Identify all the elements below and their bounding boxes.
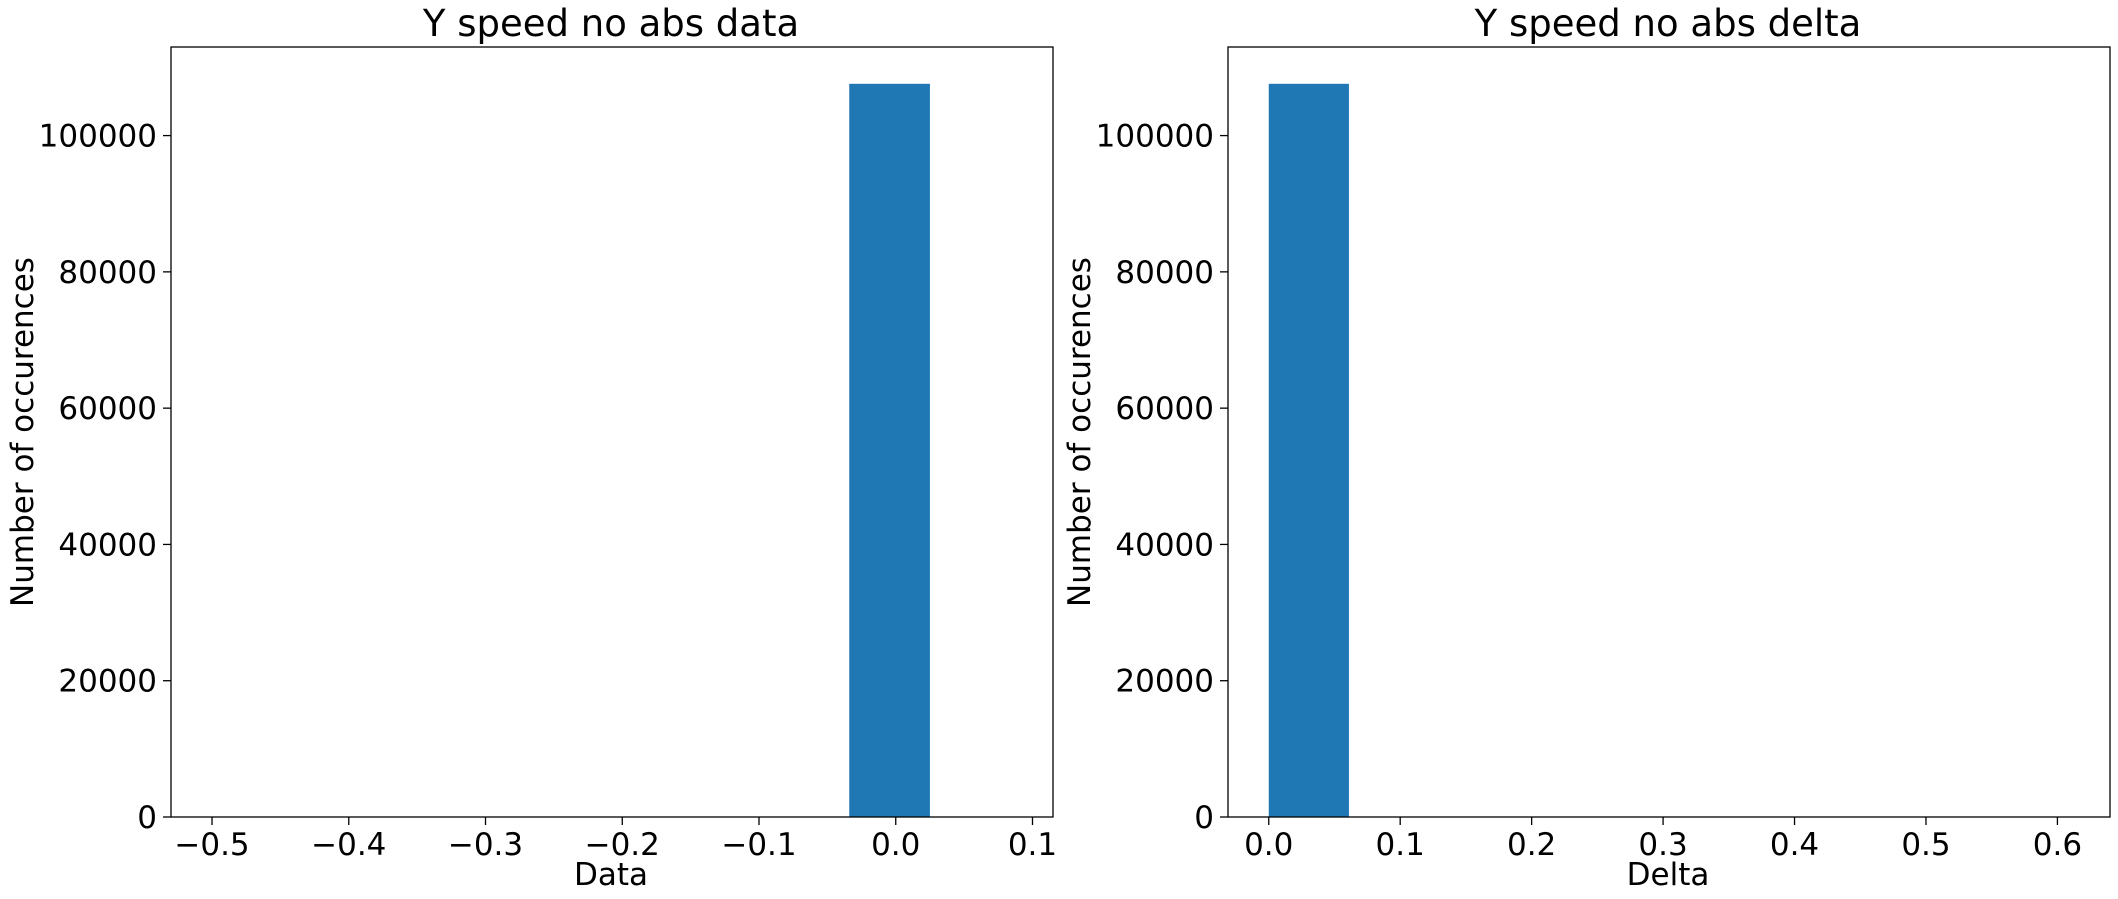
plot-frame	[170, 46, 1054, 818]
y-tick-label: 100000	[39, 119, 157, 155]
y-tick-label: 60000	[1115, 391, 1214, 427]
y-tick-label: 0	[1194, 800, 1214, 836]
x-axis-ticks: 0.0 0.1 0.2 0.3 0.4 0.5 0.6	[1244, 817, 2082, 863]
y-tick-label: 40000	[1115, 527, 1214, 563]
chart-title: Y speed no abs data	[422, 2, 799, 45]
x-tick-label: 0.4	[1770, 827, 1819, 863]
y-axis-label: Number of occurences	[1062, 257, 1098, 607]
bars-layer	[849, 83, 930, 818]
y-tick-label: 80000	[1115, 255, 1214, 291]
x-tick-label: 0.6	[2033, 827, 2082, 863]
y-tick-label: 100000	[1096, 119, 1214, 155]
bars-layer	[1268, 83, 1349, 818]
x-tick-label: −0.5	[174, 827, 249, 863]
chart-delta-histogram: Y speed no abs delta 0.0 0.1 0.2 0.3 0.4 0.5 0…	[1062, 2, 2111, 893]
x-axis-label: Data	[574, 857, 648, 893]
x-axis-label: Delta	[1627, 857, 1710, 893]
x-tick-label: 0.2	[1507, 827, 1556, 863]
histogram-bar	[849, 83, 930, 818]
y-tick-label: 0	[137, 800, 157, 836]
x-tick-label: 0.3	[1638, 827, 1687, 863]
y-tick-label: 60000	[58, 391, 157, 427]
y-axis-ticks: 0 20000 40000 60000 80000 100000	[1096, 119, 1228, 836]
x-tick-label: −0.1	[721, 827, 796, 863]
y-tick-label: 20000	[58, 664, 157, 700]
y-tick-label: 20000	[1115, 664, 1214, 700]
x-axis-ticks: −0.5 −0.4 −0.3 −0.2 −0.1 0.0 0.1	[174, 817, 1057, 863]
plot-frame	[1227, 46, 2111, 818]
histogram-bar	[1268, 83, 1349, 818]
x-tick-label: 0.5	[1901, 827, 1950, 863]
x-tick-label: 0.1	[1008, 827, 1057, 863]
y-axis-label: Number of occurences	[5, 257, 41, 607]
x-tick-label: 0.0	[1244, 827, 1293, 863]
y-tick-label: 80000	[58, 255, 157, 291]
y-tick-label: 40000	[58, 527, 157, 563]
x-tick-label: 0.0	[871, 827, 920, 863]
x-tick-label: −0.3	[448, 827, 523, 863]
x-tick-label: −0.4	[311, 827, 386, 863]
x-tick-label: −0.2	[585, 827, 660, 863]
chart-data-histogram: Y speed no abs data −0.5 −0.4 −0.3 −0.2 −0.1…	[5, 2, 1057, 893]
y-axis-ticks: 0 20000 40000 60000 80000 100000	[39, 119, 171, 836]
chart-title: Y speed no abs delta	[1474, 2, 1862, 45]
x-tick-label: 0.1	[1376, 827, 1425, 863]
